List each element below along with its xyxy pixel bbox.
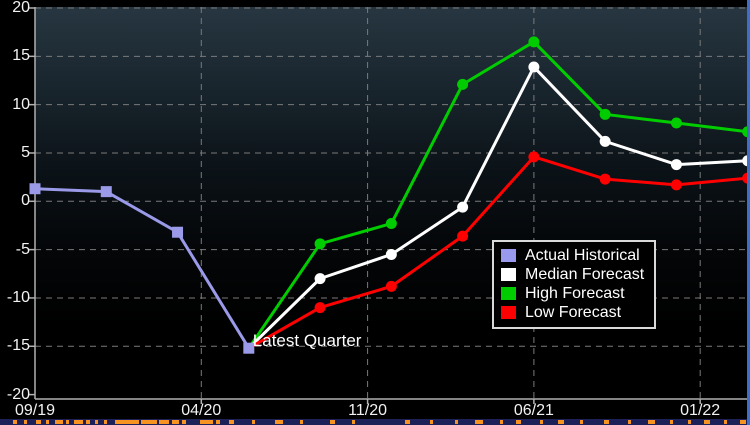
footer-text-fragment <box>475 420 483 424</box>
footer-text-fragment <box>455 420 458 424</box>
footer-text-fragment <box>670 420 673 424</box>
footer-text-fragment <box>229 420 234 424</box>
data-point-marker <box>528 151 540 163</box>
window-edge-strip <box>747 0 750 425</box>
footer-text-fragment <box>724 420 727 424</box>
footer-text-fragment <box>115 420 139 424</box>
data-point-marker <box>314 238 326 250</box>
high-forecast-line <box>247 40 750 350</box>
footer-text-fragment <box>330 420 335 424</box>
footer-text-fragment <box>405 420 410 424</box>
latest-quarter-annotation: Latest Quarter <box>252 331 362 351</box>
data-point-marker <box>243 342 255 354</box>
chart-background <box>35 7 750 399</box>
footer-text-fragment <box>200 420 213 424</box>
median-forecast-line <box>247 65 750 350</box>
x-axis-label: 11/20 <box>348 402 387 419</box>
y-axis-label: -20 <box>6 385 30 403</box>
footer-text-fragment <box>516 420 521 424</box>
data-point-marker <box>670 159 682 171</box>
median-forecast-swatch-icon <box>501 268 516 281</box>
y-axis-label: 10 <box>12 95 30 113</box>
data-point-marker <box>528 36 540 48</box>
footer-text-fragment <box>252 420 255 424</box>
footer-text-fragment <box>540 420 543 424</box>
x-axis-label: 09/19 <box>14 402 56 419</box>
legend-label: Median Forecast <box>525 266 645 283</box>
footer-text-fragment <box>688 420 691 424</box>
footer-text-fragment <box>300 420 303 424</box>
data-point-marker <box>670 117 682 129</box>
y-axis-label: 15 <box>12 47 30 65</box>
legend-item-median-forecast[interactable]: Median Forecast <box>501 265 644 284</box>
data-point-marker <box>599 135 611 147</box>
footer-text-fragment <box>13 420 17 424</box>
data-point-marker <box>457 78 469 90</box>
footer-text-fragment <box>46 420 49 424</box>
data-point-marker <box>385 248 397 260</box>
footer-text-fragment <box>141 420 157 424</box>
footer-text-fragment <box>352 420 355 424</box>
y-axis-label: 5 <box>21 143 30 161</box>
footer-text-fragment <box>182 420 186 424</box>
footer-text-fragment <box>24 420 27 424</box>
footer-text-fragment <box>648 420 655 424</box>
footer-text-fragment <box>430 420 433 424</box>
y-axis-label: -15 <box>6 337 30 355</box>
footer-text-fragment <box>104 420 107 424</box>
high-forecast-swatch-icon <box>501 287 516 300</box>
footer-text-fragment <box>55 420 63 424</box>
data-point-marker <box>29 183 41 195</box>
data-point-marker <box>670 179 682 191</box>
actual-historical-line <box>33 187 251 350</box>
footer-text-fragment <box>95 420 98 424</box>
data-point-marker <box>599 173 611 185</box>
x-axis-label: 04/20 <box>181 402 222 419</box>
footer-text-fragment <box>628 420 631 424</box>
footer-text-fragment <box>275 420 283 424</box>
footer-text-fragment <box>604 420 609 424</box>
data-point-marker <box>385 218 397 230</box>
x-axis-label: 06/21 <box>513 402 554 419</box>
footer-text-fragment <box>704 420 710 424</box>
data-point-marker <box>172 226 184 238</box>
footer-text-fragment <box>66 420 69 424</box>
x-axis-label: 01/22 <box>680 402 721 419</box>
footer-text-fragment <box>558 420 564 424</box>
data-point-marker <box>314 273 326 285</box>
legend-item-actual-historical[interactable]: Actual Historical <box>501 246 644 265</box>
bottom-status-strip <box>0 419 750 425</box>
data-point-marker <box>100 186 112 198</box>
legend-item-high-forecast[interactable]: High Forecast <box>501 284 644 303</box>
footer-text-fragment <box>86 420 90 424</box>
footer-text-fragment <box>172 420 179 424</box>
footer-text-fragment <box>159 420 169 424</box>
legend-label: Actual Historical <box>525 247 640 264</box>
low-forecast-swatch-icon <box>501 306 516 319</box>
data-point-marker <box>385 280 397 292</box>
footer-text-fragment <box>36 420 41 424</box>
legend: Actual Historical Median Forecast High F… <box>492 240 657 329</box>
low-forecast-line <box>247 155 750 350</box>
legend-label: Low Forecast <box>525 304 622 321</box>
actual-historical-swatch-icon <box>501 249 516 262</box>
y-axis-label: 20 <box>12 0 30 17</box>
data-point-marker <box>457 230 469 242</box>
y-axis-label: -10 <box>6 288 30 306</box>
data-point-marker <box>528 61 540 73</box>
legend-item-low-forecast[interactable]: Low Forecast <box>501 303 644 322</box>
y-axis-label: 0 <box>21 192 30 210</box>
data-point-marker <box>599 108 611 120</box>
y-axis-label: -5 <box>15 240 30 258</box>
footer-text-fragment <box>74 420 83 424</box>
footer-text-fragment <box>500 420 503 424</box>
footer-text-fragment <box>740 420 746 424</box>
legend-label: High Forecast <box>525 285 625 302</box>
data-point-marker <box>314 302 326 314</box>
footer-text-fragment <box>216 420 220 424</box>
data-point-marker <box>457 201 469 213</box>
footer-text-fragment <box>580 420 583 424</box>
